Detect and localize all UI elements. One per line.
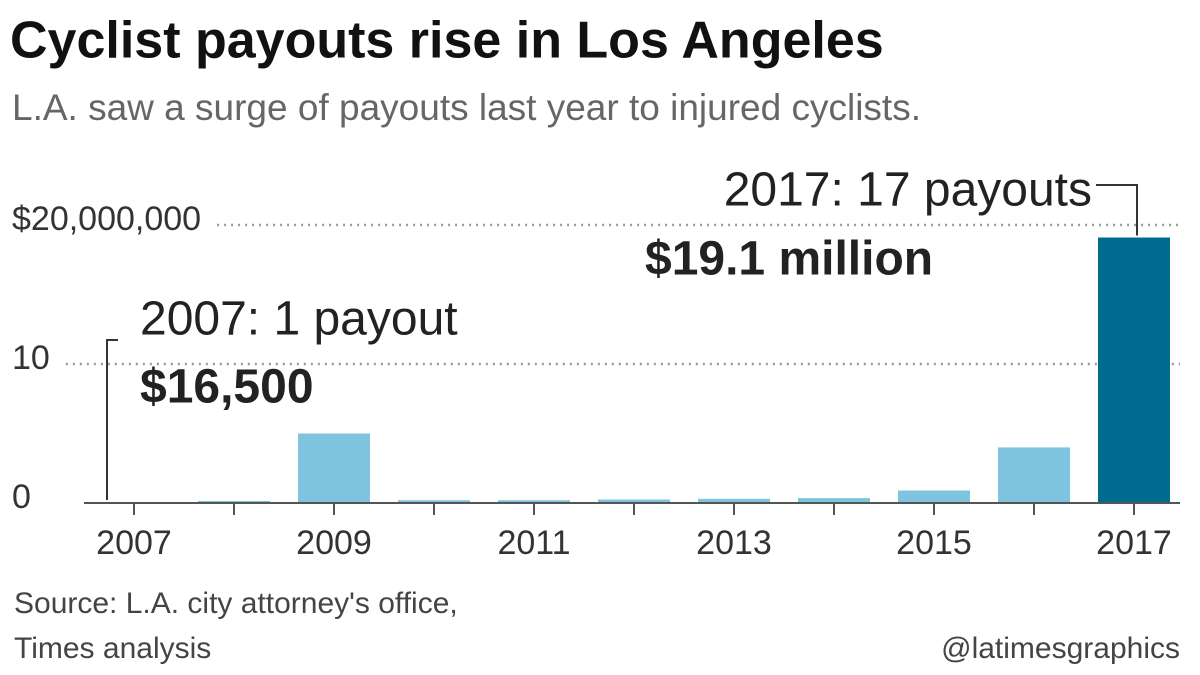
x-tick-label: 2011 bbox=[497, 524, 570, 562]
annotation: 2017: 17 payouts bbox=[724, 164, 1092, 217]
annotation-bracket bbox=[106, 339, 118, 500]
annotation: 2007: 1 payout bbox=[140, 293, 458, 346]
bar bbox=[898, 490, 970, 503]
x-tick-label: 2015 bbox=[896, 524, 972, 562]
bar bbox=[298, 433, 370, 503]
bar bbox=[398, 500, 470, 503]
source: Source: L.A. city attorney's office, bbox=[14, 587, 458, 620]
bar bbox=[998, 447, 1070, 503]
chart-title: Cyclist payouts rise in Los Angeles bbox=[10, 12, 884, 70]
bar bbox=[698, 498, 770, 503]
x-tick-label: 2009 bbox=[296, 524, 372, 562]
x-tick-label: 2007 bbox=[96, 524, 172, 562]
bar bbox=[498, 500, 570, 503]
bar bbox=[798, 498, 870, 503]
annotation-bracket bbox=[1096, 184, 1138, 236]
value-label: $16,500 bbox=[140, 361, 314, 414]
credit: @latimesgraphics bbox=[941, 632, 1180, 665]
chart-subtitle: L.A. saw a surge of payouts last year to… bbox=[12, 87, 921, 128]
y-tick-label: $20,000,000 bbox=[12, 200, 201, 238]
bar bbox=[1098, 237, 1170, 503]
x-tick-label: 2013 bbox=[696, 524, 772, 562]
bar bbox=[198, 500, 270, 503]
y-tick-label: 10 bbox=[12, 339, 50, 377]
value-label: $19.1 million bbox=[645, 233, 933, 286]
y-tick-label: 0 bbox=[12, 478, 31, 516]
x-tick-label: 2017 bbox=[1096, 524, 1172, 562]
bar bbox=[598, 499, 670, 503]
source: Times analysis bbox=[14, 632, 211, 665]
